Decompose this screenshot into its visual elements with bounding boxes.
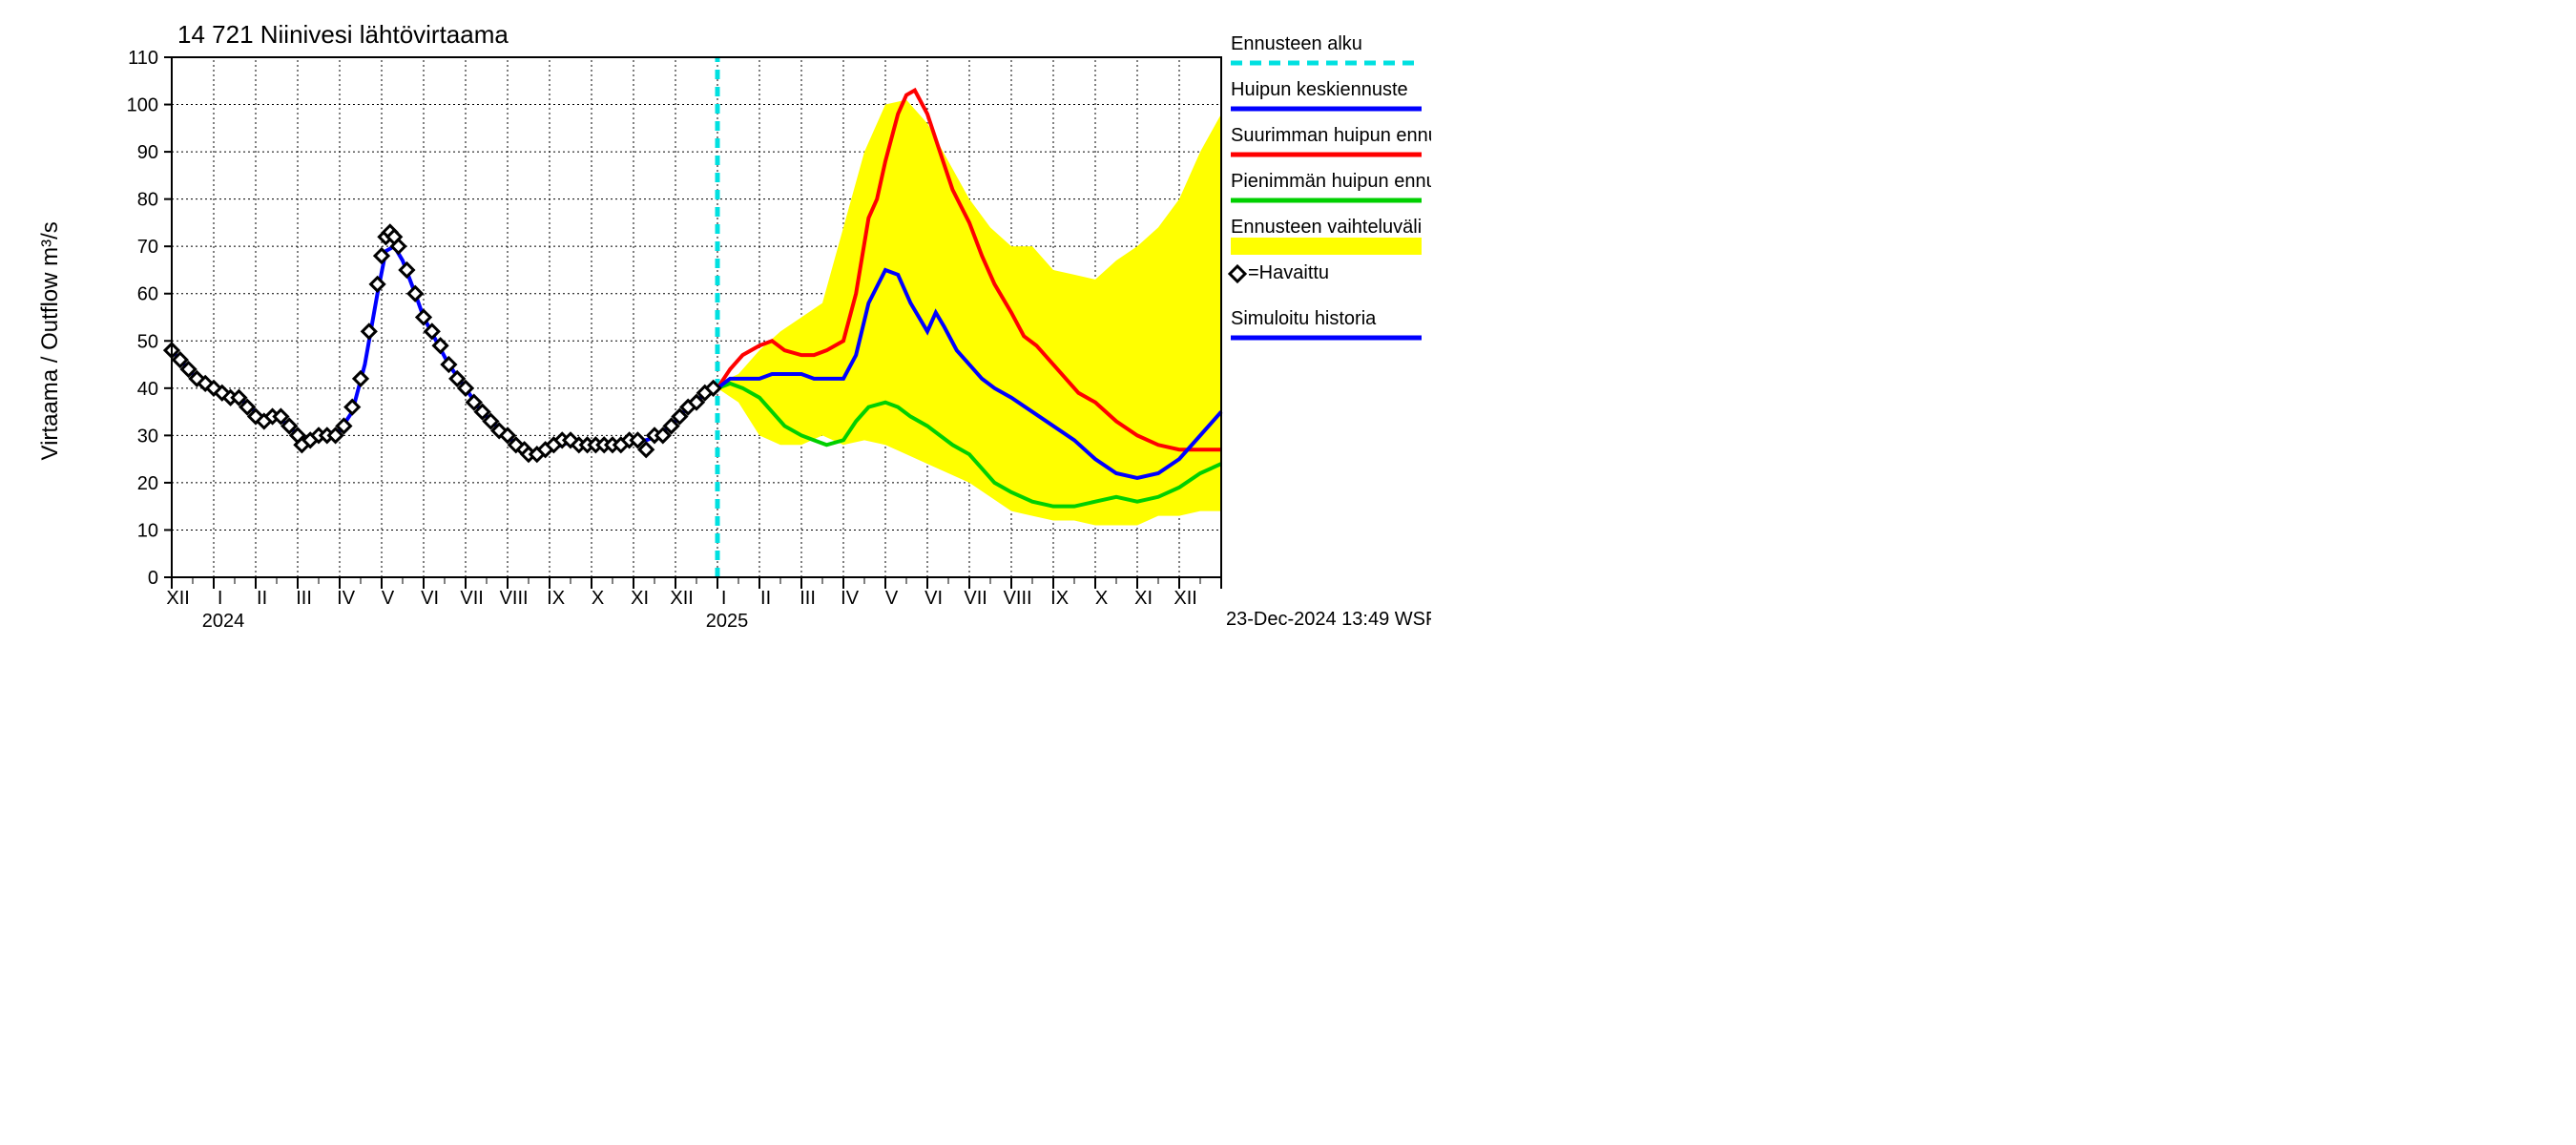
x-tick-label: III	[296, 588, 312, 609]
x-tick-label: VIII	[500, 588, 529, 609]
y-tick-label: 90	[137, 142, 158, 163]
chart-title: 14 721 Niinivesi lähtövirtaama	[177, 20, 509, 49]
x-year-label: 2025	[706, 611, 749, 632]
legend-item-label: =Havaittu	[1248, 262, 1329, 283]
x-tick-label: VI	[924, 588, 943, 609]
x-tick-label: V	[382, 588, 395, 609]
y-tick-label: 20	[137, 473, 158, 494]
legend: Ennusteen alku Huipun keskiennuste Suurimm…	[1230, 33, 1431, 338]
x-tick-label: IV	[337, 588, 356, 609]
y-tick-label: 30	[137, 426, 158, 447]
y-tick-label: 0	[148, 568, 158, 589]
x-tick-label: VII	[964, 588, 987, 609]
y-tick-label: 50	[137, 331, 158, 352]
y-tick-label: 70	[137, 237, 158, 258]
x-tick-label: V	[885, 588, 899, 609]
x-axis: XIIIIIIIIIVVVIVIIVIIIIXXXIXIIIIIIIIIVVVI…	[166, 577, 1221, 632]
x-tick-label: VII	[460, 588, 483, 609]
x-tick-label: III	[800, 588, 816, 609]
x-tick-label: I	[218, 588, 223, 609]
legend-item-label: Huipun keskiennuste	[1231, 79, 1408, 100]
x-tick-label: II	[257, 588, 267, 609]
x-tick-label: XII	[1174, 588, 1196, 609]
x-tick-label: XII	[670, 588, 693, 609]
legend-item-label: Ennusteen alku	[1231, 33, 1362, 54]
y-tick-label: 40	[137, 379, 158, 400]
x-tick-label: XII	[166, 588, 189, 609]
x-tick-label: IX	[1050, 588, 1069, 609]
chart-footer: 23-Dec-2024 13:49 WSFS-O	[1226, 609, 1431, 630]
y-tick-label: 110	[128, 48, 158, 69]
x-tick-label: X	[1095, 588, 1108, 609]
x-tick-label: XI	[631, 588, 649, 609]
x-tick-label: VIII	[1004, 588, 1032, 609]
legend-item-label: Simuloitu historia	[1231, 308, 1377, 329]
x-tick-label: IV	[841, 588, 860, 609]
y-tick-label: 10	[137, 520, 158, 541]
x-tick-label: II	[760, 588, 771, 609]
legend-item-label: Suurimman huipun ennuste	[1231, 125, 1431, 146]
y-tick-label: 60	[137, 284, 158, 305]
legend-marker-icon	[1230, 266, 1245, 281]
x-tick-label: XI	[1134, 588, 1153, 609]
x-tick-label: I	[721, 588, 727, 609]
legend-item-label: Ennusteen vaihteluväli	[1231, 217, 1422, 238]
legend-item-label: Pienimmän huipun ennuste	[1231, 171, 1431, 192]
y-axis: 0 10 20 30 40 50 60 70 80 90 100 110	[127, 48, 172, 589]
legend-fill-icon	[1231, 238, 1422, 255]
y-tick-label: 100	[127, 95, 158, 116]
y-axis-label: Virtaama / Outflow m³/s	[37, 221, 63, 460]
outflow-forecast-chart: 0102030405060708090100110XIIIIIIIIIVVVIV…	[0, 0, 1431, 635]
x-tick-label: X	[592, 588, 604, 609]
x-tick-label: VI	[421, 588, 439, 609]
x-tick-label: IX	[547, 588, 565, 609]
y-tick-label: 80	[137, 190, 158, 211]
x-year-label: 2024	[202, 611, 245, 632]
